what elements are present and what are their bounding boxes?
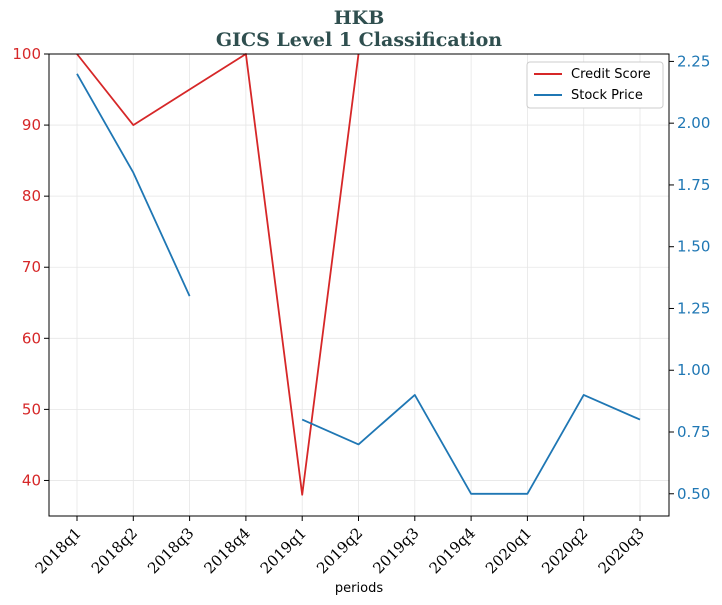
series-layer: [76, 53, 641, 496]
chart-title: HKB: [334, 7, 385, 29]
x-tick-label: 2018q3: [144, 524, 197, 577]
x-tick-label: 2019q1: [257, 524, 310, 577]
series-line-stock-price: [301, 393, 641, 495]
y-right-tick-label: 2.00: [677, 114, 710, 132]
y-left-tick-label: 50: [22, 400, 41, 418]
chart-subtitle: GICS Level 1 Classification: [216, 29, 502, 51]
x-tick-label: 2018q1: [32, 524, 85, 577]
y-right-tick-label: 2.25: [677, 52, 710, 70]
y-left-tick-label: 80: [22, 187, 41, 205]
y-left-tick-label: 100: [12, 45, 41, 63]
legend-label-stock-price: Stock Price: [571, 88, 643, 103]
legend: Credit Score Stock Price: [526, 61, 664, 109]
y-left-tick-label: 70: [22, 258, 41, 276]
grid-layer: [49, 53, 669, 516]
series-line-credit-score: [76, 53, 360, 496]
legend-label-credit-score: Credit Score: [571, 67, 651, 82]
y-right-tick-label: 1.00: [677, 361, 710, 379]
x-tick-label: 2020q2: [538, 524, 591, 577]
plot-frame: [48, 53, 670, 517]
x-tick-label: 2020q1: [482, 524, 535, 577]
y-right-tick-label: 1.75: [677, 176, 710, 194]
x-tick-label: 2018q4: [200, 524, 253, 577]
y-right-tick-label: 0.75: [677, 423, 710, 441]
x-tick-label: 2020q3: [595, 524, 648, 577]
series-line-stock-price: [76, 73, 191, 297]
x-tick-label: 2019q4: [426, 524, 479, 577]
chart-title-group: HKB GICS Level 1 Classification: [216, 7, 502, 51]
y-right-tick-label: 1.50: [677, 238, 710, 256]
y-left-tick-label: 40: [22, 471, 41, 489]
y-left-tick-label: 60: [22, 329, 41, 347]
y-right-tick-label: 0.50: [677, 485, 710, 503]
x-tick-label: 2018q2: [88, 524, 141, 577]
x-tick-label: 2019q3: [369, 524, 422, 577]
x-tick-label: 2019q2: [313, 524, 366, 577]
y-left-tick-label: 90: [22, 116, 41, 134]
x-axis-label: periods: [335, 581, 383, 596]
y-right-tick-label: 1.25: [677, 299, 710, 317]
